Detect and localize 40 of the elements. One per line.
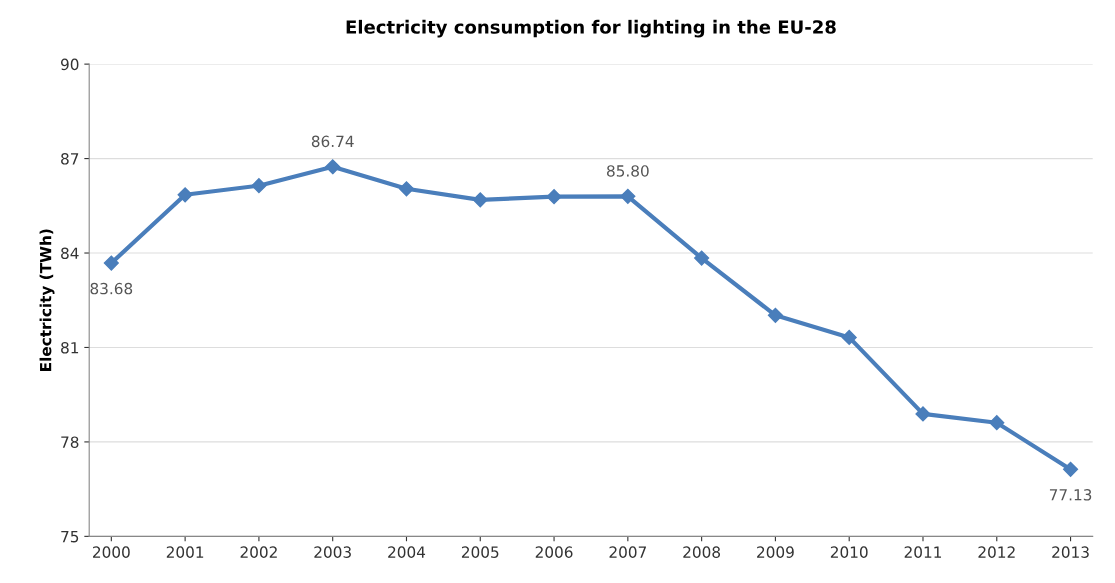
chart-title: Electricity consumption for lighting in the EU-28 (346, 19, 836, 38)
x-tick-label: 2013 (1052, 546, 1089, 558)
point (694, 250, 710, 266)
x-tick-label: 2005 (461, 546, 499, 558)
x-tick-label: 2012 (978, 546, 1015, 558)
x-tick-label: 2009 (757, 546, 794, 558)
data-label: 86.74 (311, 135, 354, 148)
x-tick-label: 2001 (166, 546, 204, 558)
x-tick-label: 2004 (388, 546, 426, 558)
point (325, 159, 341, 175)
point (989, 415, 1005, 431)
y-tick-label: 87 (61, 153, 79, 165)
x-tick-label: 2002 (240, 546, 277, 558)
point (546, 189, 562, 205)
x-tick-label: 2011 (904, 546, 942, 558)
point (915, 406, 931, 422)
x-tick-label: 2007 (609, 546, 646, 558)
data-label: 83.68 (90, 282, 133, 295)
data-label: 85.80 (607, 165, 649, 177)
x-tick-label: 2006 (535, 546, 573, 558)
y-tick-label: 81 (61, 341, 79, 354)
point (251, 178, 267, 194)
y-tick-label: 75 (61, 531, 79, 543)
x-tick-label: 2008 (683, 546, 721, 558)
y-tick-label: 90 (61, 58, 79, 71)
data-label: 77.13 (1049, 489, 1092, 501)
y-axis-title: Electricity (TWh) (39, 229, 55, 371)
point (398, 181, 415, 197)
point (841, 329, 857, 345)
x-tick-label: 2003 (314, 546, 351, 558)
x-tick-label: 2010 (830, 546, 868, 558)
point (472, 192, 488, 208)
point (767, 307, 783, 323)
point (177, 187, 193, 203)
point (1062, 461, 1079, 477)
point (103, 255, 119, 271)
y-tick-label: 84 (61, 247, 79, 260)
point (620, 188, 636, 204)
x-tick-label: 2000 (93, 546, 130, 558)
y-tick-label: 78 (61, 436, 79, 448)
